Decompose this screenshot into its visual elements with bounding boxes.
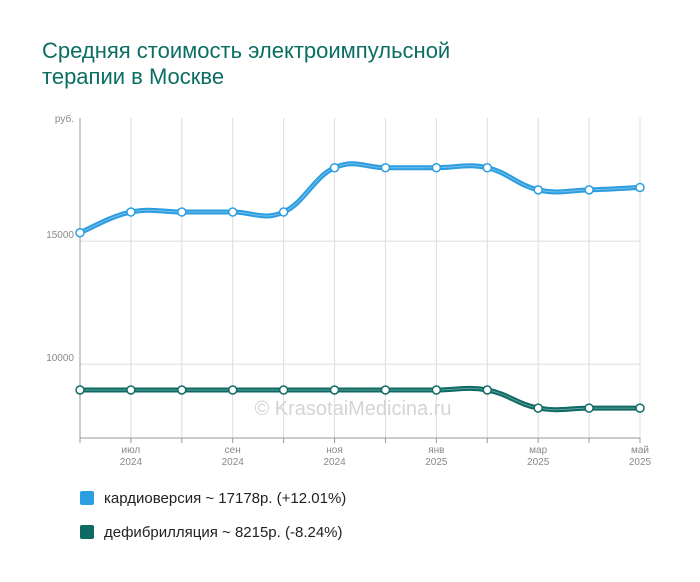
data-point: [380, 385, 391, 395]
data-point: [278, 385, 289, 395]
series-line-highlight: [80, 387, 640, 411]
x-tick-label-year: 2024: [222, 457, 245, 468]
series-line-defibrillation: [77, 385, 643, 413]
data-point: [635, 403, 645, 413]
data-point: [431, 385, 442, 395]
data-point: [533, 185, 543, 195]
x-tick-label-month: ноя: [326, 445, 343, 456]
y-unit-label: руб.: [55, 113, 74, 125]
x-tick-label-month: май: [631, 445, 649, 456]
chart-title: Средняя стоимость электроимпульсной тера…: [42, 38, 642, 90]
legend-label-cardioversion: кардиоверсия ~ 17178р. (+12.01%): [104, 489, 347, 507]
x-tick-label-month: сен: [225, 445, 241, 456]
legend-item-cardioversion[interactable]: кардиоверсия ~ 17178р. (+12.01%): [80, 487, 346, 509]
legend-swatch-defibrillation: [80, 525, 94, 539]
data-point: [329, 385, 340, 395]
data-point: [227, 385, 238, 395]
data-point: [482, 162, 493, 173]
data-point: [75, 385, 85, 395]
data-point: [126, 207, 136, 217]
data-point: [177, 207, 187, 217]
x-tick-label-month: июл: [122, 445, 141, 456]
x-tick-label-year: 2025: [425, 457, 448, 468]
legend-swatch-cardioversion: [80, 491, 94, 505]
chart-series: [77, 161, 643, 413]
data-point: [278, 207, 289, 217]
legend: кардиоверсия ~ 17178р. (+12.01%) дефибри…: [80, 487, 346, 555]
series-line-cardioversion: [77, 161, 643, 236]
x-tick-label-year: 2025: [629, 457, 652, 468]
x-tick-label-year: 2024: [120, 457, 143, 468]
data-point: [380, 162, 391, 173]
legend-label-defibrillation: дефибрилляция ~ 8215р. (-8.24%): [104, 523, 343, 541]
data-point: [126, 385, 136, 395]
legend-item-defibrillation[interactable]: дефибрилляция ~ 8215р. (-8.24%): [80, 521, 346, 543]
y-tick-label: 10000: [46, 353, 74, 364]
series-line-highlight: [79, 163, 641, 234]
data-point: [177, 385, 187, 395]
y-tick-label: 15000: [46, 230, 74, 241]
data-point: [635, 182, 645, 193]
chart-title-line-1: Средняя стоимость электроимпульсной: [42, 38, 451, 63]
chart-axes: 1000015000руб.июл2024сен2024ноя2024янв20…: [46, 113, 651, 468]
data-point: [431, 162, 442, 173]
x-tick-label-month: мар: [529, 445, 547, 456]
x-tick-label-month: янв: [428, 445, 444, 456]
chart-points: [75, 162, 645, 413]
chart-title-line-2: терапии в Москве: [42, 64, 225, 89]
data-point: [584, 185, 594, 195]
data-point: [329, 162, 340, 173]
data-point: [533, 403, 543, 413]
data-point: [227, 207, 238, 217]
watermark: © KrasotaiMedicina.ru: [254, 398, 451, 420]
data-point: [584, 403, 594, 413]
x-tick-label-year: 2025: [527, 457, 550, 468]
x-tick-label-year: 2024: [323, 457, 346, 468]
data-point: [482, 385, 493, 395]
data-point: [75, 227, 85, 238]
